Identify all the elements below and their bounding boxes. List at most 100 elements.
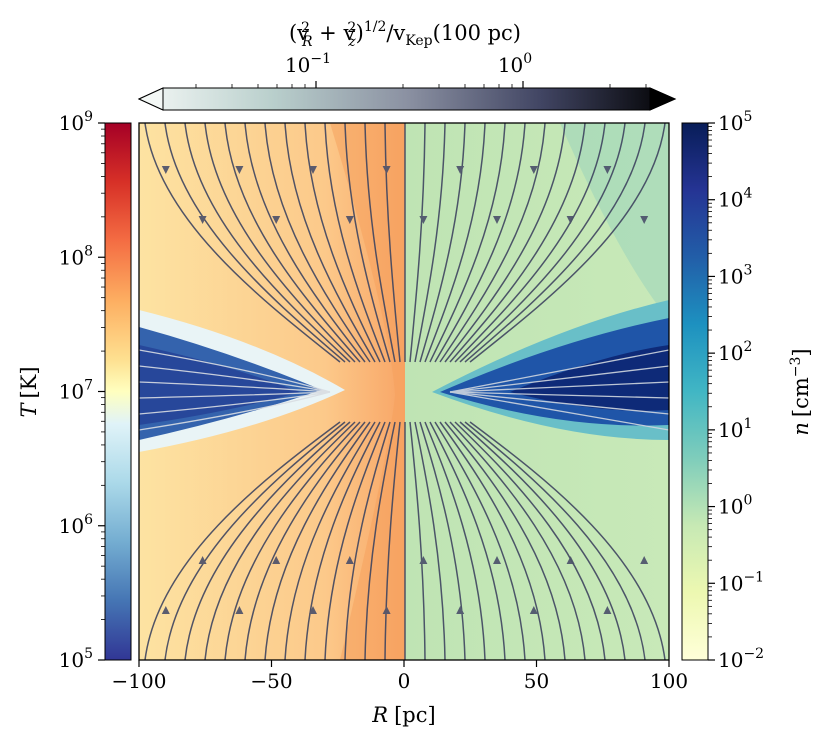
- streamline-arrow: [640, 556, 649, 564]
- streamline-arrow: [272, 216, 281, 224]
- streamline: [414, 421, 446, 660]
- streamline: [344, 123, 391, 363]
- streamline-arrow: [419, 556, 428, 564]
- streamline-arrow: [456, 166, 465, 174]
- streamline: [434, 421, 526, 660]
- streamline: [144, 421, 341, 660]
- streamline: [284, 421, 376, 660]
- streamline: [464, 421, 646, 660]
- disk-streamline: [449, 391, 669, 431]
- disk-streamline: [139, 349, 331, 393]
- velocity-tick-label: 10−1: [285, 51, 331, 77]
- streamline: [344, 421, 391, 660]
- colorbar-tick-label: 104: [718, 186, 752, 212]
- streamline-arrow: [382, 166, 391, 174]
- streamline: [164, 421, 346, 660]
- disk-streamline: [139, 365, 331, 393]
- streamline: [464, 123, 646, 363]
- streamline: [204, 123, 356, 363]
- streamline: [244, 421, 366, 660]
- streamline-arrow: [529, 166, 538, 174]
- streamline: [459, 421, 626, 660]
- disk-streamline: [139, 391, 331, 431]
- streamline-arrow: [309, 606, 317, 614]
- streamline: [444, 123, 566, 363]
- streamline-arrow: [382, 606, 391, 614]
- streamline-arrow: [493, 216, 501, 224]
- colorbar-tick-label: 10−2: [718, 646, 764, 672]
- temperature-colorbar-label: T[K]: [17, 366, 41, 417]
- streamline: [384, 123, 401, 363]
- disk-streamline: [139, 391, 331, 399]
- colorbar-tick-label: 10−1: [718, 569, 764, 595]
- streamline: [204, 421, 356, 660]
- streamline: [469, 421, 666, 660]
- streamline: [364, 123, 396, 363]
- hot-core-region: [330, 123, 405, 660]
- streamline: [424, 123, 486, 363]
- streamline-arrow: [529, 606, 538, 614]
- density-colorbar-ticks: 10−2 10−1 100 101 102 103 104 105: [708, 109, 764, 672]
- streamline: [454, 421, 606, 660]
- streamline-arrow: [198, 556, 207, 564]
- streamline: [284, 123, 376, 363]
- disk-streamline: [449, 349, 669, 393]
- streamline-arrow: [161, 606, 170, 614]
- streamline: [324, 421, 386, 660]
- streamline: [444, 421, 566, 660]
- density-colorbar-label: n[cm−3]: [788, 348, 813, 435]
- streamline: [184, 123, 351, 363]
- x-axis: −100 −50 0 50 100: [112, 660, 688, 693]
- colorbar-tick-label: 105: [59, 646, 93, 672]
- streamline: [409, 123, 426, 363]
- temperature-colorbar: [104, 122, 132, 661]
- streamline: [419, 123, 466, 363]
- streamline-arrow: [493, 556, 501, 564]
- streamline-arrow: [235, 606, 244, 614]
- streamline: [184, 421, 351, 660]
- colorbar-tick-label: 107: [59, 378, 93, 404]
- streamline: [409, 421, 426, 660]
- streamline-arrow: [603, 166, 612, 174]
- streamline: [164, 123, 346, 363]
- streamline-arrow: [272, 556, 281, 564]
- colorbar-tick-label: 106: [59, 512, 93, 538]
- disk-streamline: [449, 365, 669, 393]
- disk-streamline: [449, 391, 669, 399]
- density-colorbar: [681, 122, 709, 661]
- streamline: [414, 123, 446, 363]
- streamline-arrow: [456, 606, 465, 614]
- streamline-arrow: [161, 166, 170, 174]
- streamline: [449, 123, 586, 363]
- x-tick-label: 0: [398, 669, 411, 693]
- streamline-arrow: [345, 216, 354, 224]
- streamline: [459, 123, 626, 363]
- colorbar-tick-label: 100: [718, 493, 752, 519]
- disk-streamline: [139, 391, 331, 415]
- streamline-arrow: [345, 556, 354, 564]
- streamline: [429, 421, 506, 660]
- temperature-colorbar-ticks: 105 106 107 108 109: [59, 109, 105, 672]
- velocity-colorbar-label: (v2 R + v2 z)1/2/vKep(100 pc): [289, 19, 521, 50]
- streamline: [449, 421, 586, 660]
- colorbar-tick-label: 101: [718, 416, 752, 442]
- streamlines: [139, 123, 669, 660]
- streamline: [224, 421, 361, 660]
- velocity-colorbar: [137, 87, 677, 111]
- streamline: [144, 123, 341, 363]
- streamline: [264, 123, 371, 363]
- x-tick-label: −100: [112, 669, 167, 693]
- colorbar-tick-label: 102: [718, 339, 752, 365]
- streamline-arrow: [603, 606, 612, 614]
- disk-streamline: [449, 391, 669, 415]
- colorbar-tick-label: 109: [59, 109, 93, 135]
- velocity-tick-label: 100: [498, 51, 532, 77]
- x-axis-label: R [pc]: [371, 703, 435, 727]
- streamline: [364, 421, 396, 660]
- plot-area: [139, 123, 669, 660]
- x-tick-label: −50: [250, 669, 292, 693]
- velocity-colorbar-ticks: 10−1 100: [195, 51, 647, 88]
- colorbar-tick-label: 103: [718, 262, 752, 288]
- streamline: [264, 421, 371, 660]
